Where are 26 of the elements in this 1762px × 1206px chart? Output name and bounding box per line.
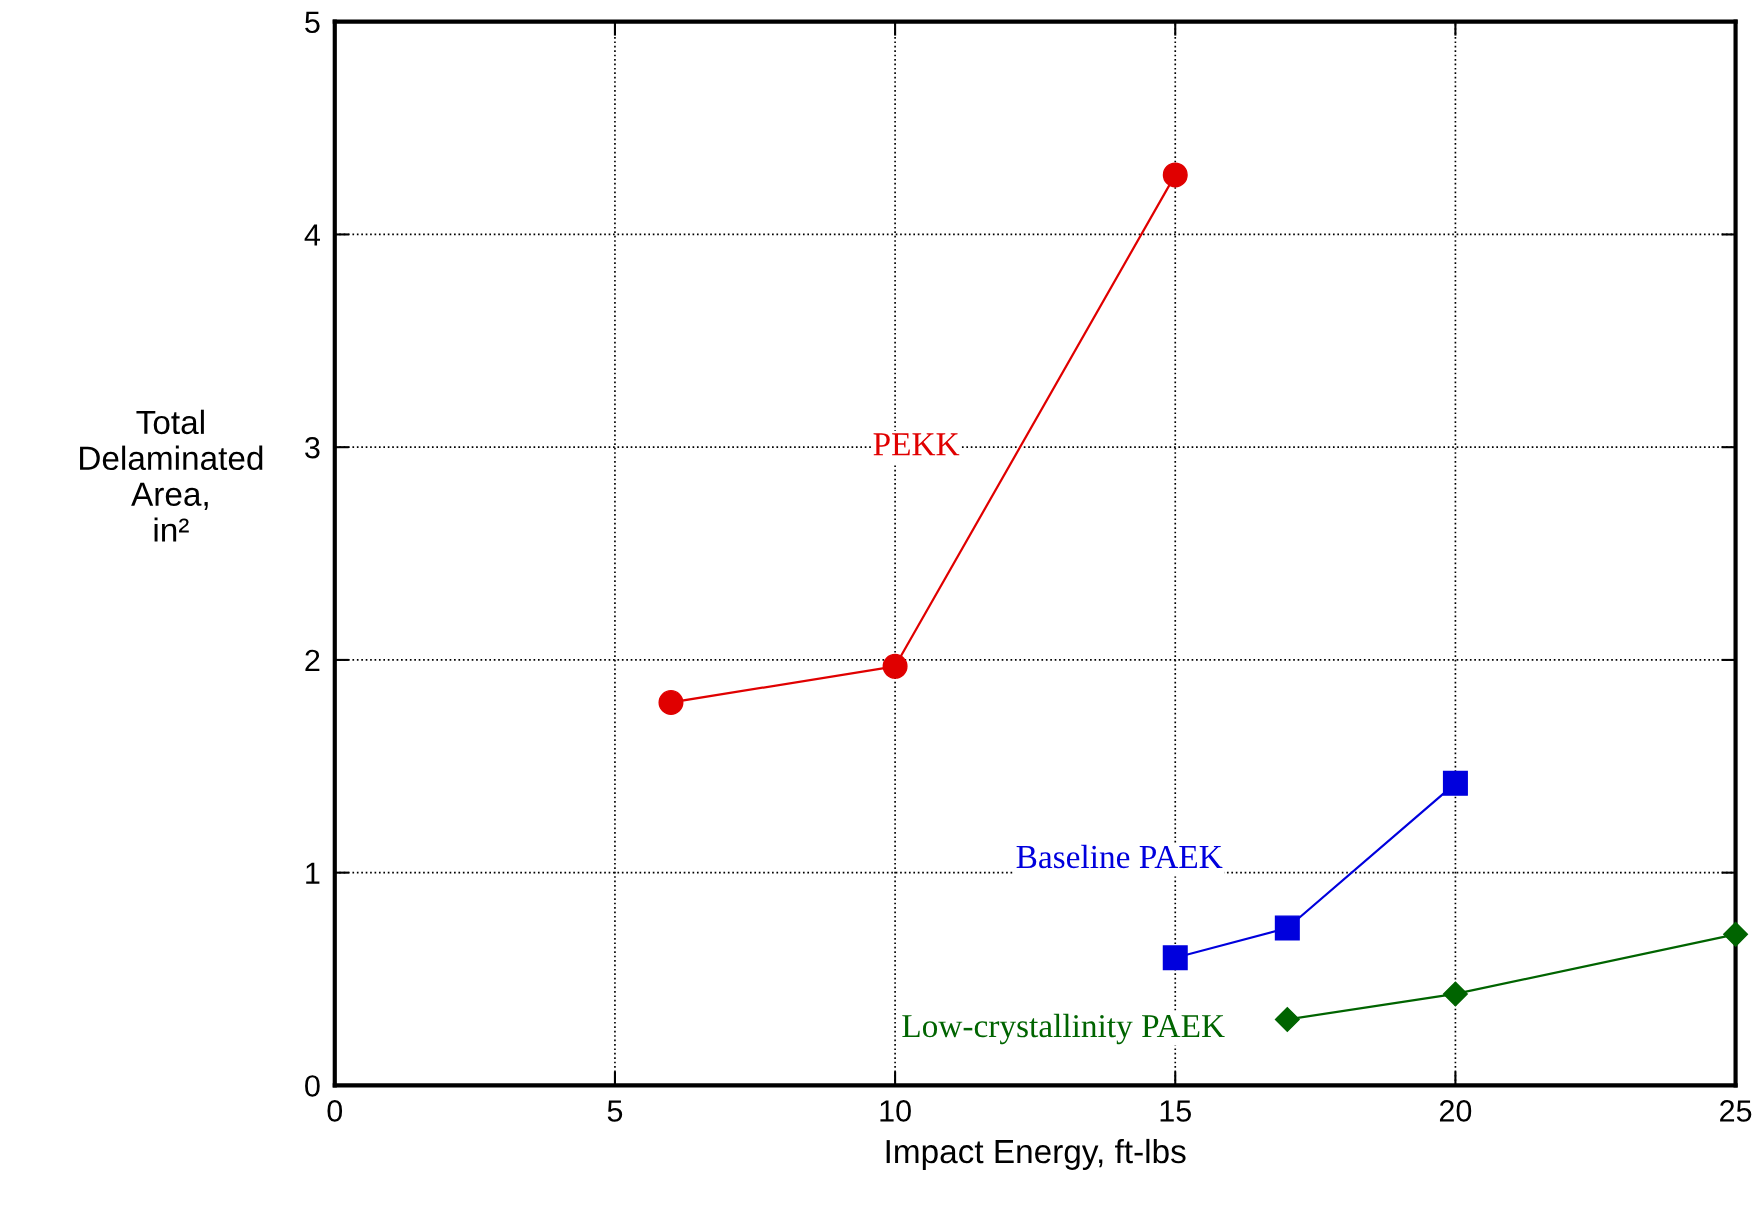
x-tick-label: 15 xyxy=(1160,1100,1191,1122)
x-tick-label: 25 xyxy=(1720,1100,1752,1122)
y-tick-label: 5 xyxy=(305,11,320,34)
x-tick-label: 0 xyxy=(327,1100,343,1122)
series-label: Low-crystallinity PAEK xyxy=(902,1013,1225,1045)
x-tick-label: 5 xyxy=(607,1100,623,1122)
x-tick-label: 20 xyxy=(1439,1100,1472,1122)
series-label: PEKK xyxy=(873,433,960,456)
y-tick-label: 2 xyxy=(305,649,320,671)
point xyxy=(658,689,684,715)
point xyxy=(882,653,908,679)
point xyxy=(1162,162,1188,188)
y-tick-label: 0 xyxy=(305,1075,320,1097)
y-axis-title: Total Delaminated Area, in² xyxy=(80,409,263,542)
y-tick-label: 1 xyxy=(306,862,320,884)
point xyxy=(1274,915,1300,941)
point xyxy=(1442,981,1468,1007)
y-tick-label: 3 xyxy=(305,436,320,459)
x-axis-title: Impact Energy, ft-lbs xyxy=(886,1138,1186,1170)
point xyxy=(1723,921,1749,947)
point xyxy=(1274,1006,1300,1032)
point xyxy=(1162,945,1188,971)
point xyxy=(1442,770,1468,796)
y-tick-label: 4 xyxy=(304,224,320,246)
text: Baseline PAEK xyxy=(1016,844,1223,869)
x-tick-label: 10 xyxy=(880,1100,911,1122)
